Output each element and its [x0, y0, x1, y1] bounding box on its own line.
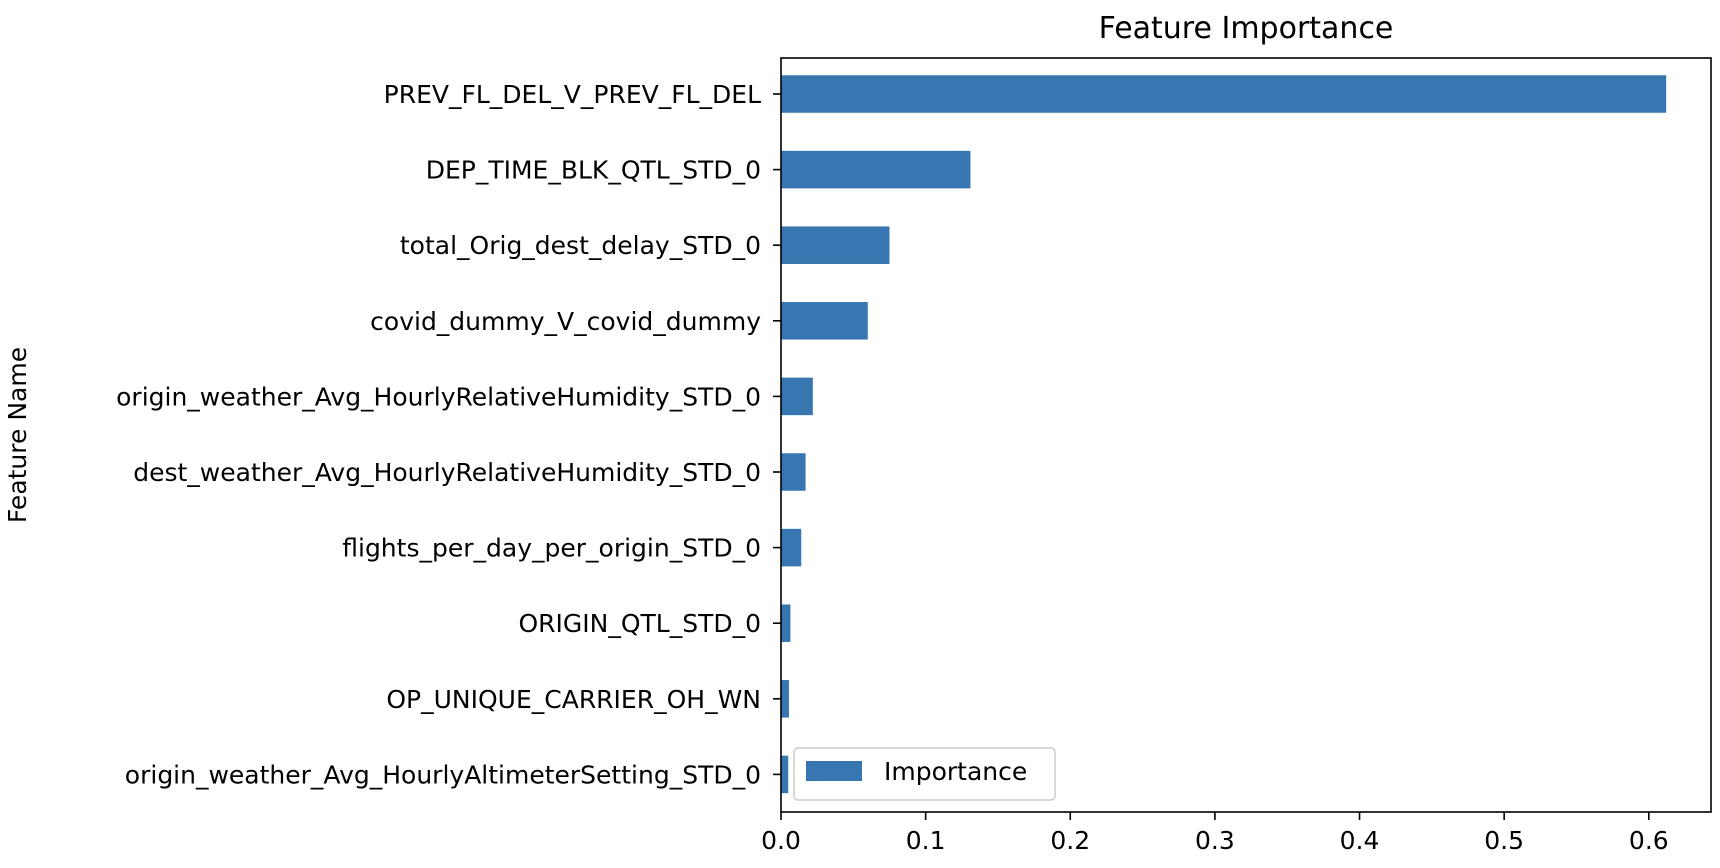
y-tick-label: origin_weather_Avg_HourlyAltimeterSettin…	[125, 760, 761, 789]
y-tick-label: total_Orig_dest_delay_STD_0	[400, 231, 761, 260]
legend-label: Importance	[884, 757, 1027, 786]
x-tick-label: 0.5	[1484, 826, 1524, 855]
y-tick-label: DEP_TIME_BLK_QTL_STD_0	[426, 156, 761, 185]
legend-swatch	[806, 761, 862, 781]
bar	[781, 302, 868, 340]
bar	[781, 528, 802, 567]
chart-title: Feature Importance	[1099, 11, 1394, 46]
x-tick-label: 0.3	[1195, 826, 1235, 855]
bar	[781, 453, 806, 491]
y-tick-label: dest_weather_Avg_HourlyRelativeHumidity_…	[133, 458, 761, 487]
plot-frame	[780, 57, 1712, 813]
y-tick-label: PREV_FL_DEL_V_PREV_FL_DEL	[384, 80, 761, 109]
bar	[781, 75, 1667, 113]
bar	[781, 377, 813, 416]
bar	[781, 150, 971, 189]
y-tick-label: ORIGIN_QTL_STD_0	[518, 609, 761, 638]
x-tick-label: 0.0	[761, 826, 801, 855]
y-tick-label: covid_dummy_V_covid_dummy	[370, 307, 761, 336]
x-tick-label: 0.2	[1050, 826, 1090, 855]
bar	[781, 604, 791, 642]
y-tick-label: flights_per_day_per_origin_STD_0	[342, 534, 761, 563]
y-tick-label: OP_UNIQUE_CARRIER_OH_WN	[386, 685, 761, 714]
legend: Importance	[793, 747, 1056, 801]
bars-group	[781, 75, 1667, 794]
x-tick-label: 0.6	[1629, 826, 1669, 855]
y-tick-label: origin_weather_Avg_HourlyRelativeHumidit…	[116, 382, 761, 411]
x-tick-label: 0.4	[1340, 826, 1380, 855]
x-tick-label: 0.1	[906, 826, 946, 855]
bar	[781, 680, 789, 718]
x-ticks-group: 0.0 0.1 0.2 0.3 0.4 0.5 0.6	[761, 812, 1669, 855]
bar	[781, 226, 890, 264]
y-axis-label: Feature Name	[3, 347, 32, 523]
bar	[781, 755, 789, 794]
y-ticks-group: PREV_FL_DEL_V_PREV_FL_DEL DEP_TIME_BLK_QT…	[116, 80, 781, 789]
